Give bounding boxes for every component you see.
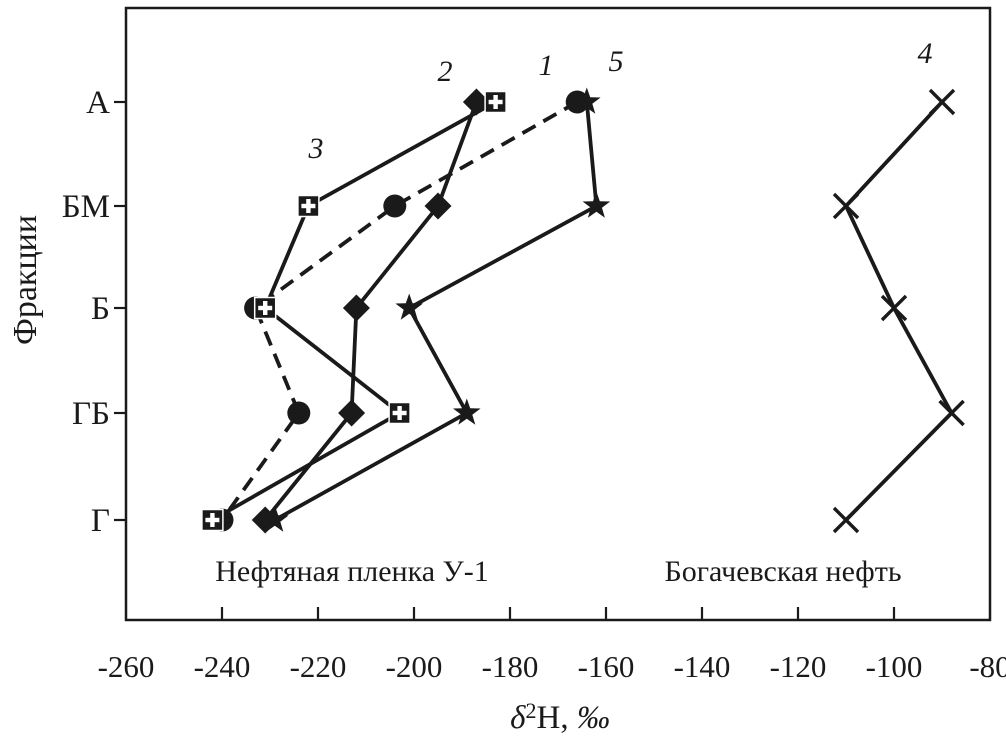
x-axis-title-superscript: 2 <box>526 698 537 723</box>
x-axis-tick-label: -260 <box>98 649 155 684</box>
x-axis-tick-label: -160 <box>578 649 635 684</box>
x-axis-tick-label: -200 <box>386 649 443 684</box>
square-plus-marker <box>484 90 507 114</box>
x-cross-marker <box>880 294 908 322</box>
x-cross-marker <box>938 399 965 427</box>
diamond-marker <box>251 506 279 534</box>
category-label: А <box>86 85 110 121</box>
category-label: Г <box>91 503 110 539</box>
circle-marker <box>383 194 407 218</box>
x-cross-marker <box>832 192 860 220</box>
x-axis-title-delta: δ <box>510 700 526 736</box>
diamond-marker <box>342 294 370 322</box>
x-cross-marker <box>832 506 860 534</box>
diamond-marker <box>338 399 366 427</box>
series-number-label-4: 4 <box>918 37 933 70</box>
category-label: БМ <box>62 189 110 225</box>
square-plus-marker <box>297 194 320 218</box>
star-marker <box>582 191 611 218</box>
group-annotation: Богачевская нефть <box>664 555 901 588</box>
series-number-label-3: 3 <box>308 132 324 165</box>
category-label: ГБ <box>72 396 110 432</box>
x-axis-tick-label: -140 <box>674 649 731 684</box>
x-axis-tick-label: -120 <box>770 649 827 684</box>
circle-marker <box>287 401 311 425</box>
x-cross-marker <box>928 88 956 116</box>
series-number-label-5: 5 <box>609 45 624 78</box>
series-line-1 <box>220 100 579 522</box>
y-axis-title: Фракции <box>7 215 44 345</box>
circle-marker <box>565 90 589 114</box>
square-plus-marker <box>201 508 224 532</box>
permille-sign: ‰ <box>577 700 610 736</box>
x-axis-title-rest: H, <box>537 700 577 736</box>
category-label: Б <box>91 291 110 327</box>
series-number-label-1: 1 <box>539 49 554 82</box>
x-axis-tick-label: -180 <box>482 649 539 684</box>
plot-area: -260 -240 -220 -200 -180 -160 -140 -120 -100 -80 А… <box>62 6 1006 684</box>
square-plus-marker <box>253 296 277 320</box>
plot-border <box>124 6 992 622</box>
star-marker <box>453 398 481 425</box>
star-marker <box>395 293 423 320</box>
x-axis-tick-label: -240 <box>194 649 251 684</box>
x-axis-title: δ2H, ‰ <box>510 698 610 736</box>
x-axis-tick-label: -80 <box>969 649 1006 684</box>
square-plus-marker <box>388 401 411 425</box>
group-annotation: Нефтяная пленка У-1 <box>215 555 489 588</box>
x-axis-tick-label: -220 <box>290 649 347 684</box>
series-number-label-2: 2 <box>438 55 453 88</box>
diamond-marker <box>462 88 490 116</box>
series-line-2 <box>263 101 479 522</box>
diamond-marker <box>424 192 452 220</box>
x-axis-tick-label: -100 <box>866 649 923 684</box>
